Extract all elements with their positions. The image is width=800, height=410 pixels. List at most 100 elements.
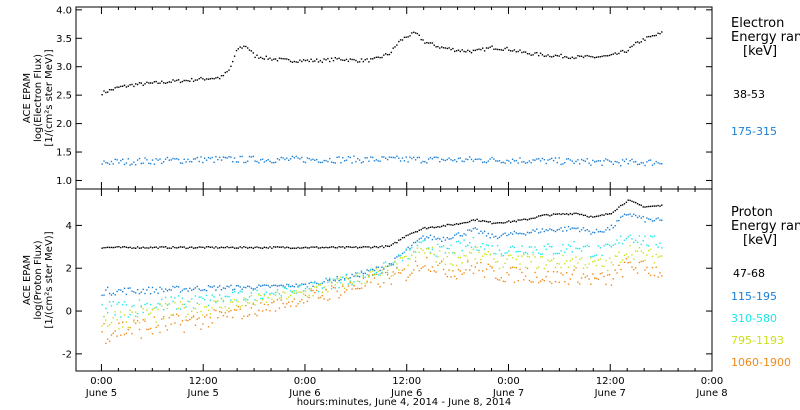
data-point — [351, 58, 353, 61]
y-tick-label: 2 — [66, 264, 72, 275]
data-point — [648, 272, 650, 275]
data-point — [144, 247, 146, 249]
data-point — [424, 161, 426, 163]
data-point — [465, 51, 467, 53]
data-point — [101, 325, 103, 327]
data-point — [621, 243, 624, 245]
data-point — [146, 81, 148, 83]
data-point — [316, 289, 318, 292]
data-point — [564, 262, 566, 265]
data-point — [579, 230, 581, 233]
data-point — [123, 163, 126, 166]
data-point — [646, 254, 648, 256]
data-point — [248, 155, 251, 158]
data-point — [366, 246, 368, 248]
data-point — [450, 263, 452, 265]
data-point — [112, 246, 114, 249]
data-point — [247, 285, 249, 287]
data-point — [329, 279, 331, 281]
data-point — [314, 246, 316, 248]
data-point — [519, 263, 521, 265]
data-point — [482, 220, 484, 222]
data-point — [580, 229, 583, 231]
data-point — [575, 227, 577, 230]
electron-legend: Electron Energy range [keV] 38-53 175-31… — [731, 16, 800, 138]
data-point — [495, 235, 497, 238]
data-point — [657, 32, 659, 34]
data-point — [282, 291, 284, 293]
data-point — [433, 156, 435, 158]
data-point — [301, 156, 303, 159]
data-point — [149, 327, 152, 330]
data-point — [302, 293, 305, 295]
data-point — [605, 213, 607, 215]
data-point — [636, 203, 639, 205]
data-point — [426, 256, 428, 259]
data-point — [176, 313, 178, 315]
data-point — [465, 269, 467, 271]
data-point — [289, 285, 292, 288]
data-point — [493, 158, 495, 160]
data-point — [521, 245, 523, 247]
data-point — [407, 264, 409, 266]
data-point — [138, 157, 141, 160]
data-point — [496, 260, 499, 263]
data-point — [205, 306, 208, 308]
data-point — [239, 155, 241, 158]
data-point — [140, 291, 142, 293]
data-point — [144, 157, 146, 159]
data-point — [312, 289, 314, 292]
data-point — [541, 228, 544, 230]
data-point — [232, 161, 234, 163]
data-point — [364, 282, 366, 285]
data-point — [579, 55, 581, 57]
data-point — [504, 222, 506, 224]
data-point — [219, 294, 221, 296]
data-point — [133, 247, 135, 249]
data-point — [523, 279, 525, 281]
data-point — [381, 245, 383, 247]
x-axis-label: hours:minutes, June 4, 2014 - June 8, 20… — [297, 397, 512, 408]
data-point — [547, 159, 549, 161]
y-tick-label: 3.0 — [56, 62, 72, 73]
data-point — [618, 206, 620, 208]
data-point — [424, 238, 426, 240]
data-point — [144, 318, 146, 320]
data-point — [399, 39, 402, 41]
data-point — [289, 60, 292, 63]
data-point — [631, 200, 633, 202]
data-point — [569, 159, 572, 161]
data-point — [362, 161, 364, 163]
data-point — [196, 156, 198, 159]
data-point — [110, 246, 113, 249]
data-point — [280, 297, 282, 299]
data-point — [282, 302, 284, 305]
data-point — [469, 242, 471, 244]
data-point — [211, 294, 213, 296]
data-point — [148, 82, 150, 84]
data-point — [310, 246, 312, 248]
data-point — [198, 303, 200, 306]
data-point — [627, 256, 629, 258]
data-point — [476, 249, 478, 251]
data-point — [454, 50, 456, 53]
data-point — [636, 241, 639, 244]
data-point — [245, 246, 247, 249]
electron-y-label: ACE EPAM log(Electron Flux) [1/(cm²s ste… — [22, 49, 55, 146]
data-point — [495, 261, 497, 263]
data-point — [422, 235, 424, 237]
data-point — [427, 269, 430, 271]
data-point — [306, 286, 309, 288]
data-point — [344, 59, 346, 62]
data-point — [241, 317, 243, 320]
data-point — [215, 77, 217, 79]
data-point — [345, 289, 348, 291]
data-point — [621, 276, 624, 278]
data-point — [364, 272, 366, 274]
data-point — [360, 162, 363, 164]
x-tick-date-label: June 7 — [594, 388, 626, 399]
data-point — [222, 314, 225, 317]
data-point — [370, 247, 372, 249]
data-point — [133, 321, 135, 323]
data-point — [252, 155, 254, 158]
